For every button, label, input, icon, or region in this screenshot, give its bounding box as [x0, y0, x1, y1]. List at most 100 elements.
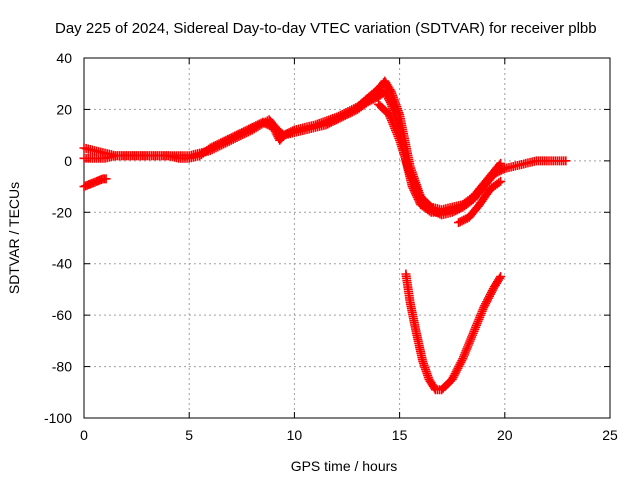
data-point — [341, 107, 351, 117]
y-tick-label: -20 — [52, 204, 72, 220]
data-point — [460, 348, 470, 358]
data-point — [407, 173, 417, 183]
data-point — [343, 107, 353, 117]
data-point — [408, 175, 418, 184]
data-point — [477, 306, 487, 316]
data-point — [288, 126, 298, 136]
data-point — [471, 320, 481, 330]
data-point — [213, 142, 223, 152]
data-point — [337, 109, 347, 119]
data-point — [471, 322, 481, 332]
data-point — [101, 174, 111, 184]
data-point — [394, 133, 404, 143]
data-point — [411, 182, 421, 192]
x-tick-label: 15 — [392, 427, 408, 443]
data-point — [475, 312, 485, 322]
data-point — [219, 139, 229, 149]
data-point — [387, 117, 397, 127]
data-point — [467, 332, 477, 342]
data-point — [463, 342, 473, 352]
data-point — [462, 344, 472, 354]
data-point — [347, 105, 357, 115]
x-tick-label: 0 — [80, 427, 88, 443]
data-point — [458, 202, 468, 212]
data-point — [459, 352, 469, 362]
data-point — [458, 354, 468, 364]
data-point — [391, 125, 401, 135]
data-point — [209, 144, 219, 154]
data-point — [393, 131, 403, 141]
data-point — [230, 133, 240, 143]
data-point — [496, 272, 506, 282]
data-point — [236, 131, 246, 141]
data-points — [79, 76, 571, 395]
x-tick-label: 5 — [185, 427, 193, 443]
data-point — [391, 127, 401, 137]
data-point — [242, 128, 252, 138]
data-point — [388, 119, 398, 129]
data-point — [474, 314, 484, 324]
data-point — [414, 188, 424, 198]
x-tick-label: 20 — [497, 427, 513, 443]
data-point — [410, 178, 420, 188]
data-point — [215, 141, 225, 151]
data-point — [459, 350, 469, 360]
y-tick-label: -60 — [52, 307, 72, 323]
data-point — [406, 171, 416, 181]
y-axis-label: SDTVAR / TECUs — [6, 182, 22, 294]
data-point — [384, 110, 394, 120]
y-tick-label: -40 — [52, 256, 72, 272]
data-point — [243, 127, 253, 137]
data-point — [494, 178, 504, 188]
y-tick-label: 40 — [56, 50, 72, 66]
data-point — [232, 132, 242, 142]
data-point — [238, 130, 248, 140]
axis-ticks: 0 5 10 15 20 25 -100 -80 -60 -40 -20 0 20 40 — [44, 50, 618, 443]
data-point — [476, 310, 486, 320]
data-point — [405, 169, 415, 179]
data-point — [234, 132, 244, 142]
data-point — [349, 104, 359, 114]
x-tick-label: 25 — [602, 427, 618, 443]
plot-frame — [83, 57, 611, 419]
data-point — [224, 136, 234, 146]
data-point — [466, 334, 476, 344]
data-point — [386, 114, 396, 124]
y-tick-label: 20 — [56, 101, 72, 117]
data-point — [217, 140, 227, 150]
data-point — [387, 116, 397, 126]
data-point — [470, 324, 480, 334]
data-point — [473, 316, 483, 326]
chart-title: Day 225 of 2024, Sidereal Day-to-day VTE… — [55, 20, 597, 37]
data-point — [205, 146, 215, 156]
data-point — [465, 336, 475, 346]
data-point — [495, 273, 505, 283]
data-point — [392, 129, 402, 139]
data-point — [561, 156, 571, 166]
y-tick-label: -80 — [52, 359, 72, 375]
data-point — [385, 112, 395, 122]
data-point — [390, 123, 400, 133]
data-point — [228, 134, 238, 144]
data-point — [389, 121, 399, 131]
data-point — [496, 158, 506, 168]
data-point — [345, 106, 355, 116]
data-point — [410, 180, 420, 190]
data-point — [476, 308, 486, 318]
data-point — [472, 318, 482, 328]
data-point — [461, 346, 471, 356]
data-point — [494, 160, 504, 170]
data-point — [207, 145, 217, 155]
data-point — [335, 110, 345, 120]
data-point — [456, 203, 466, 213]
data-point — [457, 356, 467, 366]
y-tick-label: -100 — [44, 410, 72, 426]
y-tick-label: 0 — [64, 153, 72, 169]
data-point — [221, 138, 231, 148]
data-point — [409, 176, 419, 186]
data-point — [463, 340, 473, 350]
data-point — [469, 326, 479, 336]
data-point — [240, 129, 250, 139]
data-point — [496, 176, 506, 186]
